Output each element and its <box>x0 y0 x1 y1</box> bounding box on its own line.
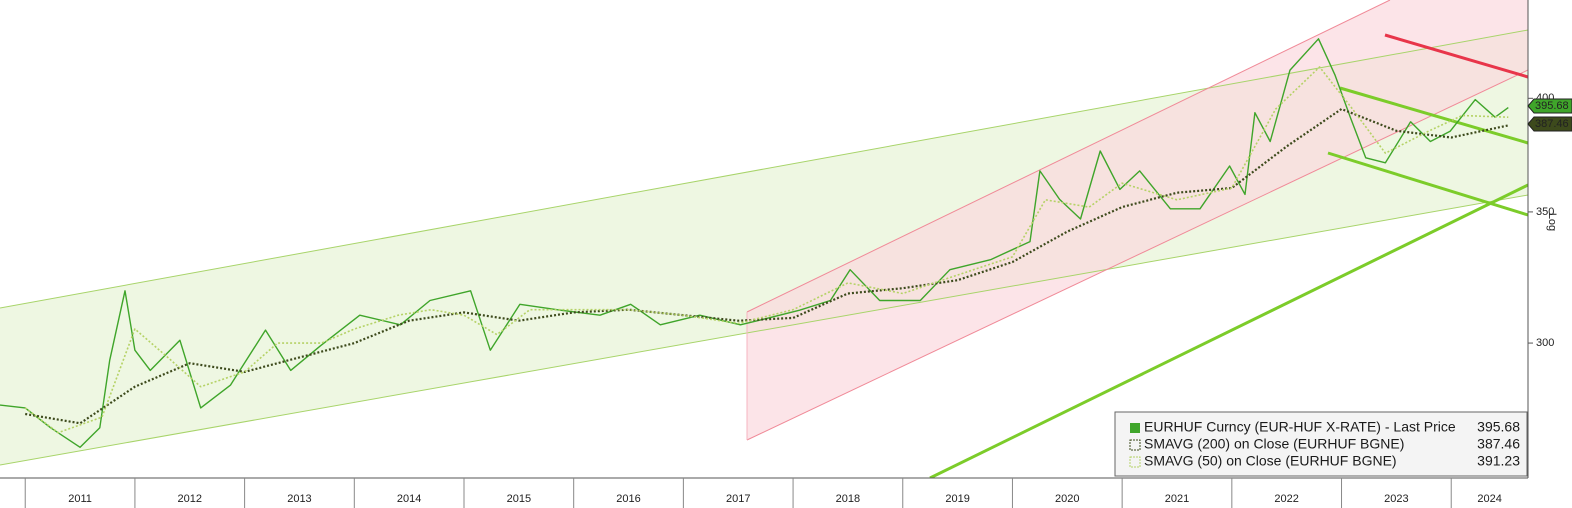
legend-box <box>1114 411 1528 477</box>
x-tick-label: 2024 <box>1477 493 1501 505</box>
price-tag <box>1527 116 1572 132</box>
y-tick-label: 300 <box>1536 337 1554 349</box>
trend-line <box>1384 33 1528 79</box>
x-tick-label: 2011 <box>68 493 92 505</box>
channel-line <box>746 0 1391 313</box>
x-tick-label: 2023 <box>1384 493 1408 505</box>
red-channel <box>747 0 1528 440</box>
legend-label: SMAVG (50) on Close (EURHUF BGNE) <box>1144 453 1397 469</box>
price-line <box>25 107 1509 425</box>
legend-label: SMAVG (200) on Close (EURHUF BGNE) <box>1144 436 1404 452</box>
trend-line <box>929 183 1528 478</box>
legend-swatch <box>1130 423 1140 433</box>
x-tick-label: 2019 <box>945 493 969 505</box>
channels <box>0 0 1528 478</box>
trend-line <box>1327 151 1528 217</box>
legend-swatch <box>1129 456 1141 468</box>
legend-label: EURHUF Curncy (EUR-HUF X-RATE) - Last Pr… <box>1144 419 1456 435</box>
x-tick-label: 2015 <box>507 493 531 505</box>
price-line <box>0 38 1509 448</box>
channel-line <box>746 69 1528 441</box>
x-tick-label: 2022 <box>1274 493 1298 505</box>
x-tick-label: 2014 <box>397 493 421 505</box>
price-tag <box>1527 98 1572 114</box>
x-tick-label: 2017 <box>726 493 750 505</box>
x-tick-label: 2016 <box>616 493 640 505</box>
price-tag-label: 387.46 <box>1535 118 1569 130</box>
channel-line <box>0 194 1528 466</box>
legend-value: 391.23 <box>1477 453 1520 469</box>
price-line <box>24 66 1509 434</box>
legend: EURHUF Curncy (EUR-HUF X-RATE) - Last Pr… <box>1114 411 1528 477</box>
x-tick-label: 2012 <box>178 493 202 505</box>
legend-swatch <box>1129 439 1141 451</box>
x-tick-label: 2021 <box>1165 493 1189 505</box>
legend-value: 387.46 <box>1477 436 1520 452</box>
x-tick-label: 2020 <box>1055 493 1079 505</box>
legend-value: 395.68 <box>1477 419 1520 435</box>
x-tick-label: 2018 <box>836 493 860 505</box>
y-tick-label: 350 <box>1536 206 1554 218</box>
channel-line <box>0 29 1528 309</box>
trend-line <box>1339 86 1528 145</box>
x-tick-label: 2013 <box>287 493 311 505</box>
price-tag-label: 395.68 <box>1535 100 1569 112</box>
scale-label: Log <box>1546 213 1558 231</box>
